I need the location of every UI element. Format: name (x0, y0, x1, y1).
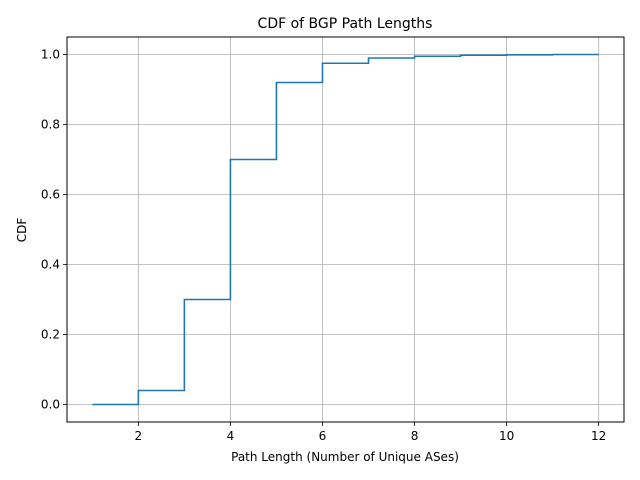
grid-lines (67, 37, 624, 422)
series-layer (92, 53, 599, 406)
plot-frame (66, 36, 625, 423)
y-tick-label: 0.0 (41, 398, 60, 412)
x-tick-label: 12 (591, 429, 606, 443)
x-tick-label: 4 (227, 429, 235, 443)
y-tick-label: 0.4 (41, 258, 60, 272)
x-axis-ticks: 2 4 6 8 10 12 (135, 422, 606, 443)
x-axis-label: Path Length (Number of Unique ASes) (231, 450, 459, 464)
cdf-step-line (92, 53, 599, 406)
x-tick-label: 6 (319, 429, 327, 443)
chart-title: CDF of BGP Path Lengths (258, 16, 433, 32)
y-tick-label: 1.0 (41, 48, 60, 62)
y-tick-label: 0.6 (41, 188, 60, 202)
x-tick-label: 8 (411, 429, 419, 443)
x-tick-label: 10 (499, 429, 514, 443)
x-tick-label: 2 (135, 429, 143, 443)
y-axis-label: CDF (15, 218, 29, 243)
y-tick-label: 0.2 (41, 328, 60, 342)
y-axis-ticks: 0.0 0.2 0.4 0.6 0.8 1.0 (41, 48, 67, 412)
y-tick-label: 0.8 (41, 118, 60, 132)
